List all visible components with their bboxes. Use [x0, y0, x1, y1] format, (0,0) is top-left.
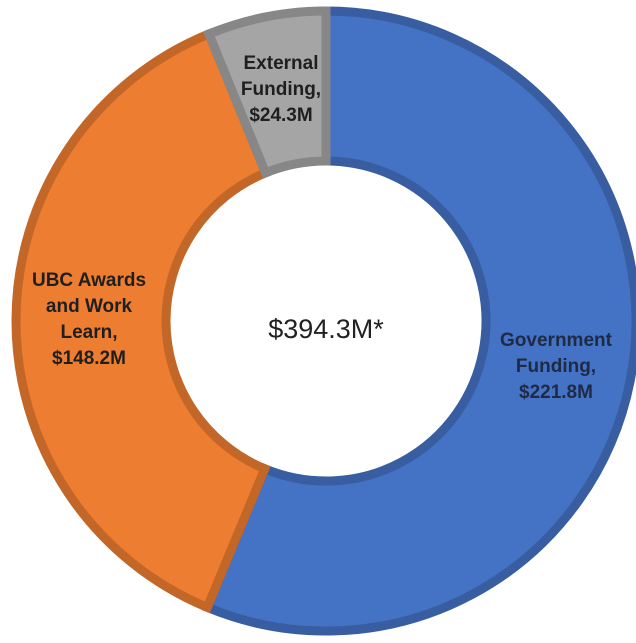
slice-label-line: and Work — [46, 296, 133, 317]
slice-ubc-awards-and-work-learn — [11, 28, 272, 614]
slice-label-line: Learn, — [60, 322, 117, 343]
slice-label-line: Government — [500, 330, 613, 351]
slices-layer — [11, 6, 636, 636]
slice-label-line: Funding, — [241, 79, 321, 100]
slice-label-government-funding: Government Funding, $221.8M — [500, 330, 613, 403]
slice-external-funding — [203, 6, 331, 179]
slice-label-line: $148.2M — [52, 348, 126, 369]
slice-label-line: UBC Awards — [32, 270, 146, 291]
slice-label-line: $221.8M — [519, 382, 593, 403]
slice-label-line: External — [244, 53, 319, 74]
slice-label-line: Funding, — [516, 356, 596, 377]
labels-layer: Government Funding, $221.8M UBC Awards and W… — [32, 53, 613, 403]
slice-label-external-funding: External Funding, $24.3M — [241, 53, 321, 126]
slice-government-funding — [201, 6, 636, 636]
slice-label-line: $24.3M — [249, 105, 312, 126]
slice-label-ubc-awards-and-work-learn: UBC Awards and Work Learn, $148.2M — [32, 270, 146, 369]
center-total-label: $394.3M* — [268, 314, 384, 344]
